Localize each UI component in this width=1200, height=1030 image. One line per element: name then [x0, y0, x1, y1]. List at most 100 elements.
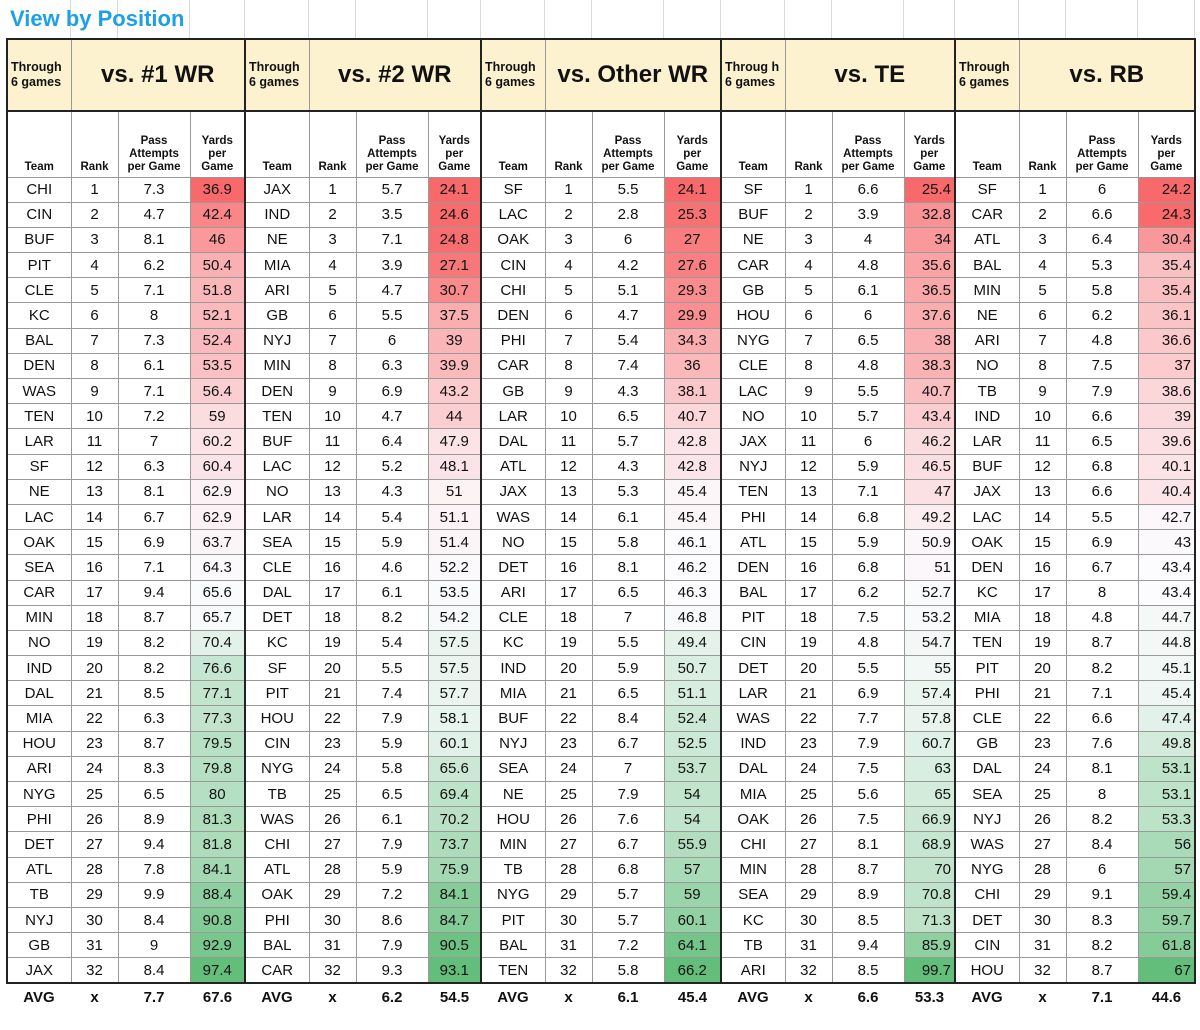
team-cell: JAX: [244, 176, 310, 203]
yards-cell: 85.9: [903, 932, 957, 959]
pass-attempts-cell: 7.1: [831, 478, 905, 505]
team-cell: DET: [6, 831, 72, 858]
pass-attempts-cell: 6.3: [355, 352, 429, 380]
team-cell: DAL: [6, 680, 72, 707]
pass-attempts-cell: 5.7: [591, 906, 665, 934]
yards-cell: 63: [903, 755, 957, 783]
rank-cell: 25: [1018, 780, 1067, 808]
team-cell: BAL: [954, 252, 1020, 279]
yards-cell: 66.9: [903, 806, 957, 833]
rank-cell: 13: [70, 478, 119, 505]
pass-attempts-cell: 5.8: [591, 529, 665, 556]
col-header-team: Team: [720, 110, 786, 178]
yards-cell: 92.9: [189, 932, 246, 959]
rank-cell: 11: [70, 428, 119, 455]
yards-cell: 70.2: [427, 806, 482, 833]
team-cell: CLE: [954, 705, 1020, 732]
team-cell: MIA: [720, 780, 786, 808]
avg-rank: x: [785, 982, 832, 1010]
rank-cell: 23: [1018, 730, 1067, 757]
pass-attempts-cell: 4.8: [831, 352, 905, 380]
yards-cell: 62.9: [189, 478, 246, 505]
rank-cell: 31: [544, 932, 593, 959]
col-header-team: Team: [244, 110, 310, 178]
team-cell: CAR: [720, 252, 786, 279]
pass-attempts-cell: 7.1: [355, 226, 429, 254]
rank-cell: 2: [784, 201, 833, 228]
table-row: DET 27 9.4 81.8 CHI 27 7.9 73.7 MIN 27 6.7 55.9 CHI 2…: [6, 831, 1197, 858]
team-cell: TB: [6, 881, 72, 908]
team-cell: DET: [244, 604, 310, 631]
team-cell: DET: [954, 906, 1020, 934]
rank-cell: 6: [784, 302, 833, 329]
yards-cell: 39: [1137, 403, 1197, 430]
team-cell: CLE: [720, 352, 786, 380]
yards-cell: 59: [663, 881, 722, 908]
team-cell: DEN: [244, 377, 310, 405]
rank-cell: 13: [308, 478, 357, 505]
yards-cell: 39.9: [427, 352, 482, 380]
pass-attempts-cell: 6.5: [355, 780, 429, 808]
pass-attempts-cell: 6: [355, 327, 429, 354]
team-cell: DAL: [480, 428, 546, 455]
yards-cell: 99.7: [903, 957, 957, 984]
rank-cell: 17: [1018, 579, 1067, 606]
yards-cell: 64.3: [189, 554, 246, 581]
pass-attempts-cell: 8.2: [1065, 932, 1139, 959]
rank-cell: 15: [544, 529, 593, 556]
pass-attempts-cell: 8.9: [831, 881, 905, 908]
yards-cell: 30.7: [427, 277, 482, 304]
team-cell: MIN: [244, 352, 310, 380]
yards-cell: 42.8: [663, 453, 722, 480]
yards-cell: 88.4: [189, 881, 246, 908]
yards-cell: 53.5: [189, 352, 246, 380]
yards-cell: 38.6: [1137, 377, 1197, 405]
team-cell: NO: [720, 403, 786, 430]
rank-cell: 14: [1018, 503, 1067, 531]
col-header-pass-attempts: Pass Attempts per Game: [355, 110, 429, 178]
rank-cell: 20: [308, 655, 357, 682]
team-cell: BAL: [480, 932, 546, 959]
yards-cell: 65.7: [189, 604, 246, 631]
rank-cell: 32: [70, 957, 119, 984]
gridline: [831, 0, 832, 38]
pass-attempts-cell: 7.9: [1065, 377, 1139, 405]
pass-attempts-cell: 4.3: [591, 453, 665, 480]
pass-attempts-cell: 4.8: [831, 252, 905, 279]
yards-cell: 27: [663, 226, 722, 254]
through-label: Through 6 games: [954, 38, 1020, 112]
rank-cell: 27: [70, 831, 119, 858]
rank-cell: 5: [70, 277, 119, 304]
yards-cell: 81.3: [189, 806, 246, 833]
pass-attempts-cell: 3.9: [831, 201, 905, 228]
yards-cell: 84.1: [189, 856, 246, 883]
pass-attempts-cell: 8.5: [831, 957, 905, 984]
yards-cell: 37: [1137, 352, 1197, 380]
yards-cell: 53.7: [663, 755, 722, 783]
pass-attempts-cell: 5.7: [831, 403, 905, 430]
col-header-pass-attempts: Pass Attempts per Game: [591, 110, 665, 178]
yards-cell: 70.8: [903, 881, 957, 908]
yards-cell: 54: [663, 806, 722, 833]
pass-attempts-cell: 6.1: [355, 579, 429, 606]
pass-attempts-cell: 7.9: [831, 730, 905, 757]
team-cell: BUF: [480, 705, 546, 732]
rank-cell: 10: [1018, 403, 1067, 430]
pass-attempts-cell: 6.5: [591, 579, 665, 606]
rank-cell: 21: [784, 680, 833, 707]
rank-cell: 29: [1018, 881, 1067, 908]
pass-attempts-cell: 8: [1065, 780, 1139, 808]
yards-cell: 62.9: [189, 503, 246, 531]
pass-attempts-cell: 6.9: [831, 680, 905, 707]
rank-cell: 4: [1018, 252, 1067, 279]
rank-cell: 7: [1018, 327, 1067, 354]
team-cell: IND: [720, 730, 786, 757]
rank-cell: 21: [70, 680, 119, 707]
team-cell: PHI: [720, 503, 786, 531]
rank-cell: 17: [544, 579, 593, 606]
team-cell: MIN: [720, 856, 786, 883]
yards-cell: 36.1: [1137, 302, 1197, 329]
team-cell: DET: [720, 655, 786, 682]
rank-cell: 6: [70, 302, 119, 329]
rank-cell: 17: [70, 579, 119, 606]
